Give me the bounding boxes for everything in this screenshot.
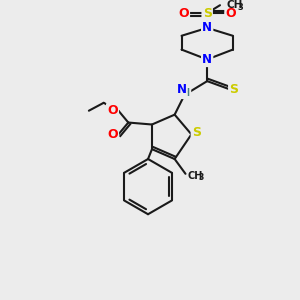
Text: N: N <box>202 53 212 66</box>
Text: S: S <box>203 7 212 20</box>
Text: S: S <box>192 126 201 139</box>
Text: N: N <box>202 21 212 34</box>
Text: O: O <box>178 7 189 20</box>
Text: O: O <box>226 7 236 20</box>
Text: CH: CH <box>227 0 243 10</box>
Text: 3: 3 <box>198 173 204 182</box>
Text: S: S <box>229 82 238 95</box>
Text: N: N <box>176 82 187 95</box>
Text: CH: CH <box>188 171 203 181</box>
Text: O: O <box>107 104 118 117</box>
Text: 3: 3 <box>238 3 244 12</box>
Text: O: O <box>107 128 118 141</box>
Text: H: H <box>181 88 190 98</box>
